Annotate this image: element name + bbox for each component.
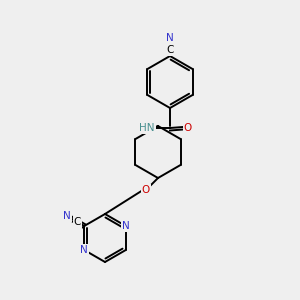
Text: C: C (74, 217, 81, 227)
Text: O: O (184, 123, 192, 133)
Text: O: O (142, 185, 150, 195)
Text: HN: HN (139, 123, 155, 133)
Text: C: C (166, 45, 174, 55)
Text: N: N (63, 211, 71, 221)
Text: N: N (166, 33, 174, 43)
Text: N: N (122, 221, 130, 231)
Text: N: N (80, 245, 88, 255)
